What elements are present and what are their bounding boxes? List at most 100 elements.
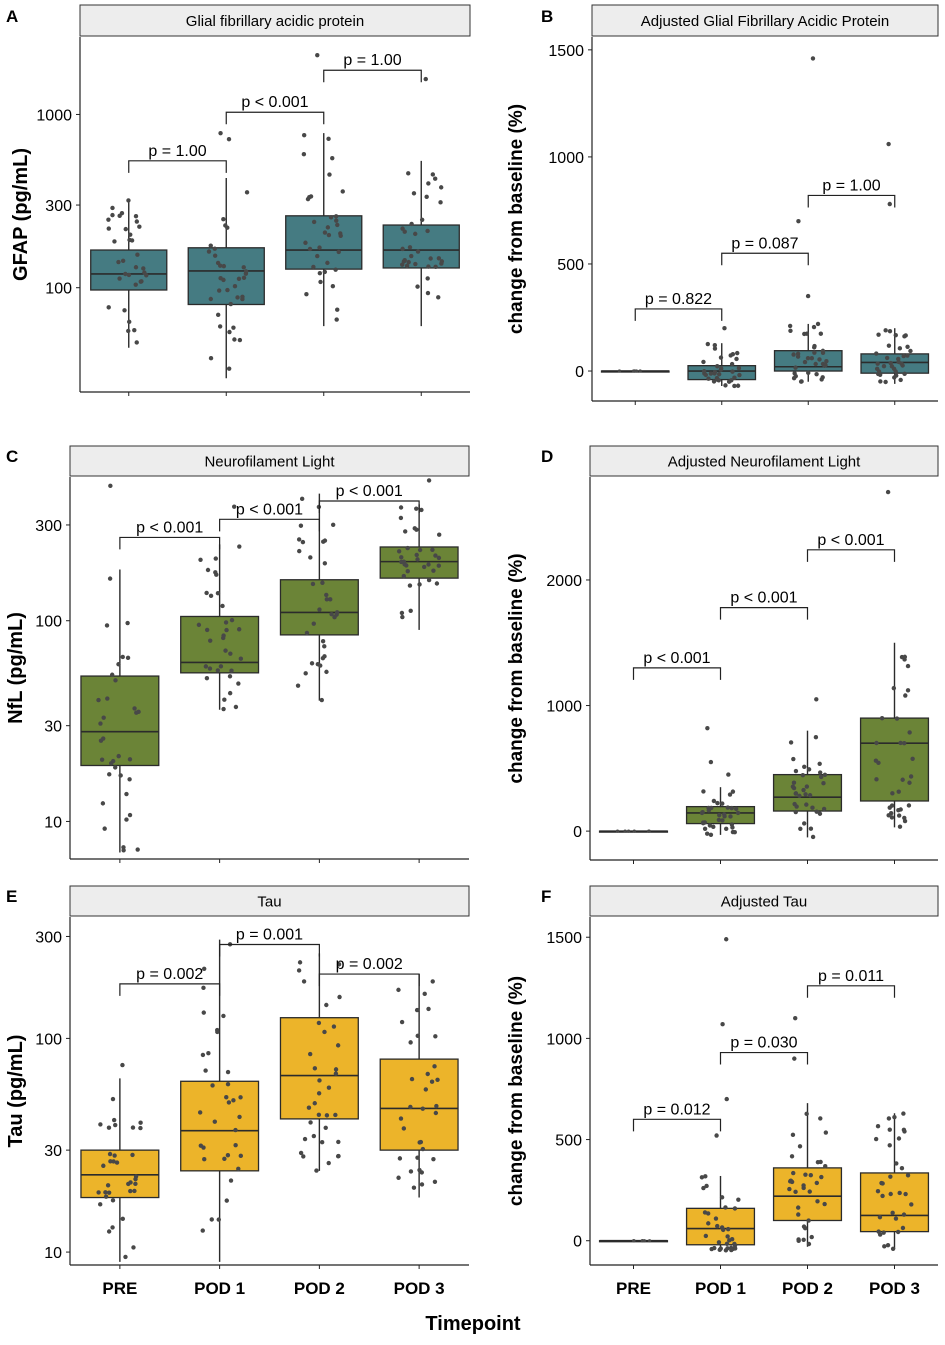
- data-point: [227, 329, 232, 335]
- data-point: [430, 172, 436, 177]
- x-tick-label: POD 3: [394, 1279, 445, 1298]
- data-point: [224, 1198, 229, 1203]
- data-point: [896, 356, 901, 362]
- data-point: [133, 213, 139, 219]
- data-point: [716, 1240, 722, 1245]
- outlier-point: [722, 326, 727, 331]
- data-point: [728, 353, 733, 358]
- outlier-point: [887, 201, 892, 207]
- data-point: [436, 295, 441, 300]
- data-point: [910, 756, 915, 762]
- data-point: [632, 1239, 636, 1243]
- box-body: [773, 350, 843, 372]
- data-point: [298, 1150, 304, 1156]
- data-point: [336, 1139, 341, 1145]
- data-point: [802, 1226, 808, 1231]
- data-point: [715, 1223, 720, 1229]
- data-point: [617, 369, 622, 373]
- data-point: [632, 829, 636, 833]
- data-point: [897, 346, 903, 351]
- data-point: [888, 360, 893, 366]
- data-point: [436, 563, 442, 568]
- box-pre: [80, 1062, 160, 1262]
- data-point: [208, 296, 214, 302]
- data-point: [207, 666, 213, 671]
- data-point: [906, 803, 912, 808]
- data-point: [201, 1010, 206, 1015]
- data-point: [787, 323, 793, 329]
- data-point: [415, 284, 420, 289]
- comparison-bracket: p = 0.002: [318, 956, 420, 987]
- data-point: [813, 735, 819, 740]
- data-point: [340, 189, 345, 194]
- data-point: [711, 824, 716, 830]
- data-point: [433, 1110, 439, 1116]
- facet-title: Glial fibrillary acidic protein: [186, 13, 364, 30]
- data-point: [791, 780, 797, 785]
- y-tick-label: 30: [44, 719, 62, 736]
- data-point: [415, 249, 421, 254]
- data-point: [878, 379, 883, 384]
- bracket-line: [807, 194, 896, 208]
- data-point: [723, 383, 728, 388]
- data-point: [426, 264, 431, 269]
- data-point: [400, 262, 405, 267]
- data-point: [128, 1188, 133, 1194]
- comparison-bracket: p = 0.002: [119, 966, 221, 996]
- data-point: [647, 1239, 652, 1243]
- data-point: [306, 1105, 312, 1110]
- data-point: [202, 1157, 207, 1162]
- data-point: [99, 757, 105, 762]
- data-point: [106, 1229, 112, 1234]
- data-point: [806, 1218, 811, 1223]
- data-point: [311, 264, 316, 270]
- box-pod-3: [379, 478, 459, 630]
- data-point: [895, 1229, 901, 1235]
- data-point: [735, 383, 741, 388]
- data-point: [322, 561, 328, 566]
- data-point: [311, 219, 317, 225]
- data-point: [317, 245, 322, 250]
- facet-title: Adjusted Tau: [721, 894, 807, 911]
- data-point: [225, 287, 230, 293]
- data-point: [793, 373, 798, 379]
- bracket-line: [634, 308, 723, 321]
- data-point: [725, 1234, 730, 1239]
- box-body: [382, 224, 460, 269]
- data-point: [791, 1170, 796, 1176]
- data-point: [333, 214, 339, 219]
- y-tick-label: 500: [555, 1133, 582, 1150]
- data-point: [221, 217, 226, 222]
- data-point: [430, 979, 435, 984]
- data-point: [308, 194, 314, 199]
- y-axis-title: NfL (pg/mL): [5, 612, 27, 724]
- data-point: [432, 1179, 438, 1184]
- bracket-line: [318, 500, 420, 513]
- data-point: [701, 369, 707, 374]
- data-point: [711, 798, 717, 804]
- data-point: [819, 1174, 824, 1180]
- data-point: [331, 1024, 337, 1029]
- y-axis-title: change from baseline (%): [506, 976, 527, 1206]
- data-point: [414, 1007, 420, 1013]
- data-point: [801, 787, 806, 793]
- data-point: [215, 591, 221, 596]
- data-point: [438, 200, 443, 205]
- data-point: [425, 1071, 430, 1077]
- data-point: [398, 505, 404, 510]
- data-point: [324, 1002, 329, 1008]
- data-point: [874, 740, 879, 746]
- data-point: [798, 379, 804, 384]
- data-point: [401, 1126, 407, 1131]
- data-point: [131, 1245, 136, 1250]
- data-point: [237, 337, 243, 343]
- data-point: [400, 226, 405, 231]
- data-point: [905, 663, 911, 669]
- data-point: [730, 829, 736, 835]
- data-point: [141, 266, 146, 271]
- data-point: [638, 369, 642, 373]
- data-point: [802, 821, 807, 826]
- data-point: [324, 597, 330, 602]
- box-body: [379, 1058, 459, 1151]
- data-point: [875, 1188, 881, 1194]
